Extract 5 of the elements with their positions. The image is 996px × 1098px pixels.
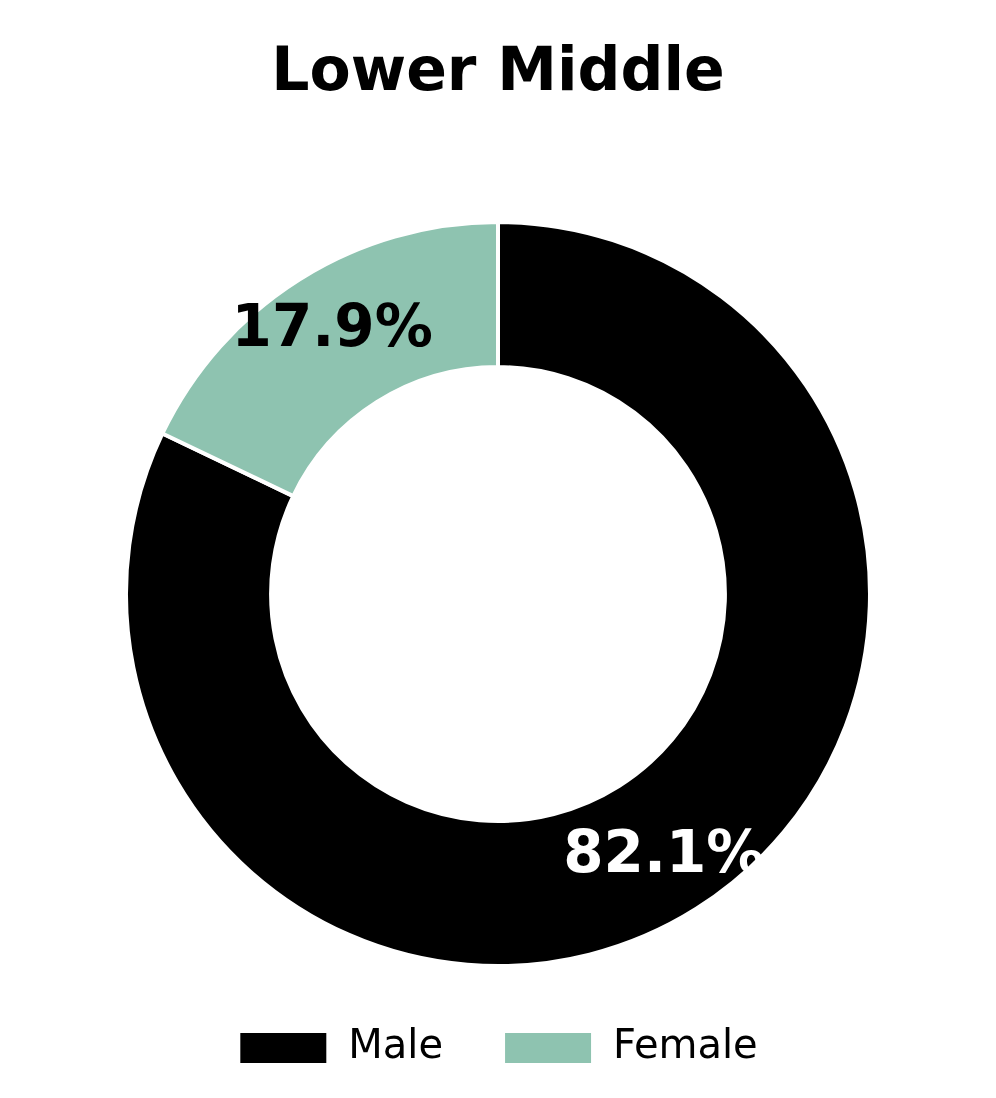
- legend-label: Female: [613, 1021, 758, 1068]
- data-label: 82.1%: [563, 818, 765, 887]
- legend-label: Male: [348, 1021, 444, 1068]
- data-label: 17.9%: [231, 291, 433, 360]
- chart-title: Lower Middle: [271, 33, 725, 104]
